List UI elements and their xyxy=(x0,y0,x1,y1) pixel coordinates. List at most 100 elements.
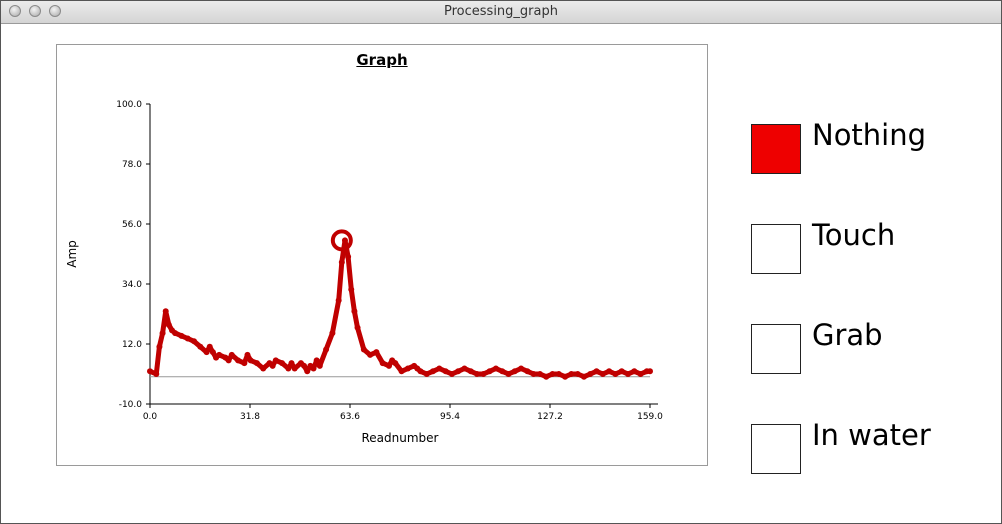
data-point xyxy=(467,368,474,375)
data-point xyxy=(461,365,468,372)
data-point xyxy=(486,368,493,375)
x-tick-label: 63.6 xyxy=(340,412,360,422)
chart-title-wrap: Graph xyxy=(57,51,707,69)
data-point xyxy=(216,351,223,358)
data-point xyxy=(191,338,198,345)
data-point xyxy=(647,368,653,375)
zoom-window-button[interactable] xyxy=(49,5,61,17)
legend-label: In water xyxy=(812,418,931,452)
data-point xyxy=(153,371,160,377)
legend-swatch[interactable] xyxy=(751,224,801,274)
chart-panel: Graph -10.0 12.0 34.0 56.0 78.0 100.0 0.0 31.8 6… xyxy=(56,44,708,466)
data-point xyxy=(448,371,455,377)
chart-title: Graph xyxy=(356,51,408,69)
window-title: Processing_graph xyxy=(444,4,558,19)
data-point xyxy=(206,343,213,350)
legend-label: Grab xyxy=(812,318,883,352)
data-point xyxy=(518,365,525,372)
data-point xyxy=(373,349,380,356)
data-point xyxy=(562,373,569,380)
data-point xyxy=(618,368,625,375)
data-point xyxy=(329,330,336,337)
data-point xyxy=(301,362,308,369)
data-point xyxy=(474,371,481,377)
data-point xyxy=(159,330,166,337)
data-point xyxy=(253,360,260,367)
data-point xyxy=(385,362,392,369)
data-point xyxy=(269,362,276,369)
data-point xyxy=(492,365,499,372)
data-point xyxy=(156,343,163,350)
data-point xyxy=(291,365,298,372)
y-tick-label: 100.0 xyxy=(116,100,142,110)
data-point xyxy=(209,349,216,356)
data-point xyxy=(147,368,153,375)
data-point xyxy=(593,368,600,375)
data-point xyxy=(442,368,449,375)
data-point xyxy=(184,335,191,342)
data-point xyxy=(351,308,358,315)
x-tick-label: 159.0 xyxy=(637,412,663,422)
legend-swatch[interactable] xyxy=(751,424,801,474)
data-point xyxy=(455,368,462,375)
data-point xyxy=(624,371,631,377)
y-tick-label: -10.0 xyxy=(119,400,143,410)
data-point xyxy=(260,365,267,372)
data-point xyxy=(341,237,348,244)
data-point xyxy=(404,365,411,372)
data-point xyxy=(430,368,437,375)
data-point xyxy=(436,365,443,372)
data-point xyxy=(197,343,204,350)
data-point xyxy=(225,357,232,364)
data-point xyxy=(203,349,210,356)
data-point xyxy=(398,368,405,375)
y-tick-label: 56.0 xyxy=(122,220,142,230)
data-point xyxy=(285,365,292,372)
y-tick-label: 78.0 xyxy=(122,160,142,170)
data-point xyxy=(392,360,399,367)
data-point xyxy=(587,371,594,377)
data-point xyxy=(165,321,172,328)
data-point xyxy=(511,368,518,375)
x-tick-label: 95.4 xyxy=(440,412,460,422)
data-point xyxy=(310,365,317,372)
data-point xyxy=(178,332,185,339)
x-tick-label: 31.8 xyxy=(240,412,260,422)
data-point xyxy=(480,371,487,377)
y-tick-label: 12.0 xyxy=(122,340,142,350)
data-point xyxy=(272,357,279,364)
legend-label: Touch xyxy=(812,218,896,252)
data-point xyxy=(606,368,613,375)
data-point xyxy=(580,373,587,380)
data-point xyxy=(241,360,248,367)
data-point xyxy=(367,351,374,358)
data-point xyxy=(423,371,430,377)
data-point xyxy=(172,330,179,337)
window-content: Graph -10.0 12.0 34.0 56.0 78.0 100.0 0.0 31.8 6… xyxy=(1,24,1001,523)
close-window-button[interactable] xyxy=(9,5,21,17)
peak-marker xyxy=(330,229,353,252)
legend-swatch[interactable] xyxy=(751,324,801,374)
data-point xyxy=(555,371,562,377)
x-tick-label: 127.2 xyxy=(537,412,563,422)
data-point xyxy=(543,373,550,380)
data-point xyxy=(313,357,320,364)
data-point xyxy=(335,297,342,304)
x-tick-label: 0.0 xyxy=(143,412,158,422)
legend-swatch[interactable] xyxy=(751,124,801,174)
data-point xyxy=(360,346,367,353)
data-point xyxy=(304,368,311,375)
data-point xyxy=(235,357,242,364)
data-point xyxy=(354,324,361,331)
minimize-window-button[interactable] xyxy=(29,5,41,17)
title-bar[interactable]: Processing_graph xyxy=(1,1,1001,24)
data-point xyxy=(348,286,355,293)
line-chart: -10.0 12.0 34.0 56.0 78.0 100.0 0.0 31.8 63.6 95.… xyxy=(65,100,663,445)
x-axis-label: Readnumber xyxy=(362,431,439,445)
data-point xyxy=(316,362,323,369)
data-point xyxy=(338,259,345,266)
data-point xyxy=(599,371,606,377)
data-point xyxy=(505,371,512,377)
data-point xyxy=(530,371,537,377)
